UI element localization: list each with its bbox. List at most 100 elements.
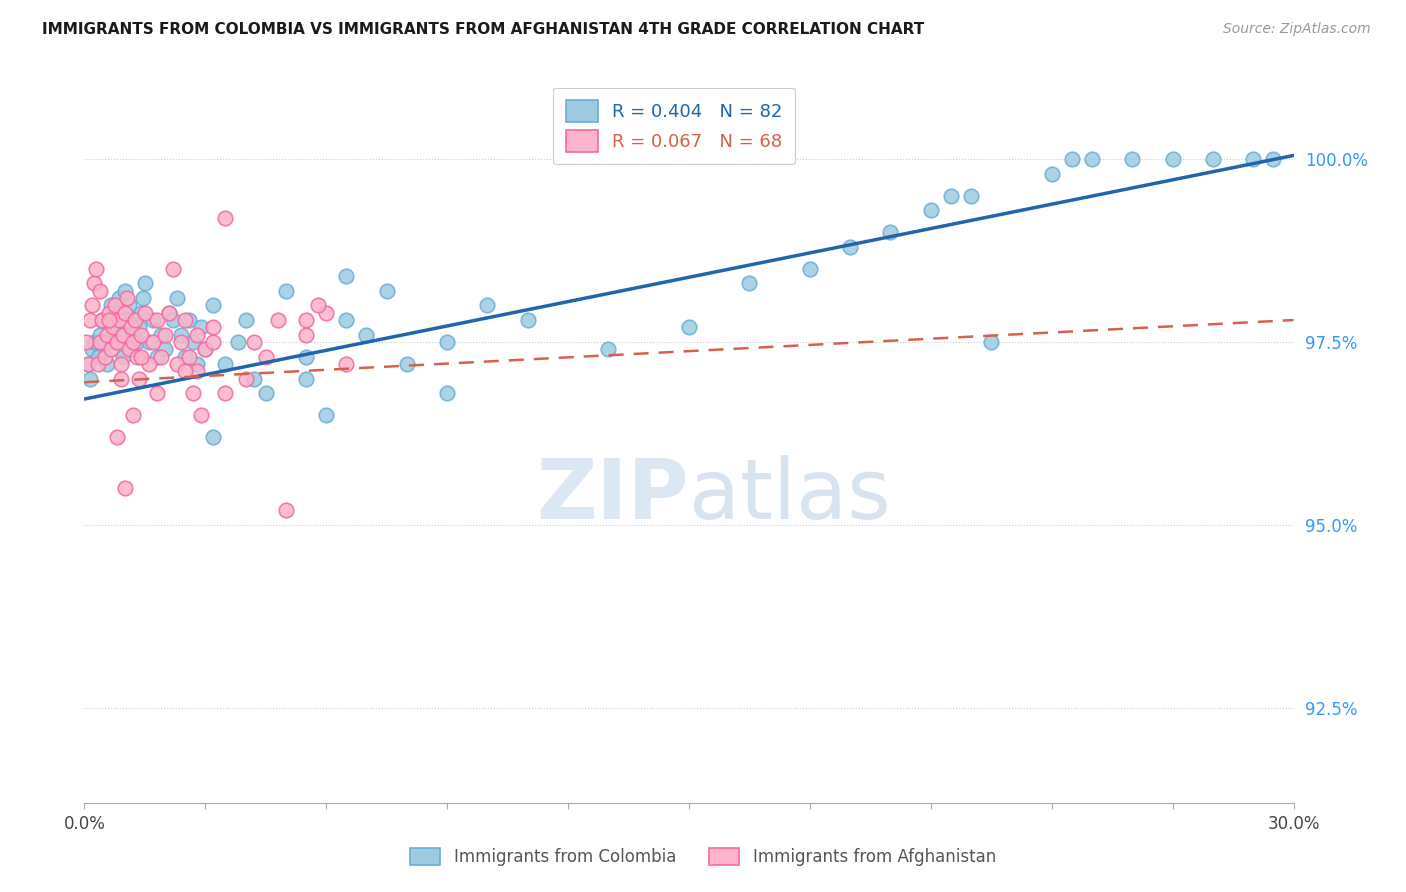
Point: [134, 277, 156, 291]
Point: [598, 343, 620, 357]
Point: [274, 284, 297, 298]
Point: [157, 306, 180, 320]
Point: [153, 327, 176, 342]
Point: [295, 371, 318, 385]
Point: [960, 188, 983, 202]
Point: [93, 350, 115, 364]
Point: [121, 327, 143, 342]
Point: [111, 350, 134, 364]
Point: [477, 298, 499, 312]
Text: atlas: atlas: [689, 455, 890, 536]
Point: [186, 327, 208, 342]
Point: [101, 320, 124, 334]
Point: [115, 313, 138, 327]
Point: [89, 334, 111, 349]
Point: [214, 386, 236, 401]
Point: [181, 334, 204, 349]
Point: [142, 313, 165, 327]
Point: [1040, 167, 1063, 181]
Point: [124, 313, 146, 327]
Point: [96, 357, 118, 371]
Point: [153, 343, 176, 357]
Point: [295, 313, 318, 327]
Legend: Immigrants from Colombia, Immigrants from Afghanistan: Immigrants from Colombia, Immigrants fro…: [402, 840, 1004, 875]
Point: [202, 298, 225, 312]
Point: [174, 364, 197, 378]
Point: [101, 334, 124, 349]
Point: [307, 298, 329, 312]
Point: [170, 327, 193, 342]
Text: IMMIGRANTS FROM COLOMBIA VS IMMIGRANTS FROM AFGHANISTAN 4TH GRADE CORRELATION CH: IMMIGRANTS FROM COLOMBIA VS IMMIGRANTS F…: [42, 22, 924, 37]
Text: Source: ZipAtlas.com: Source: ZipAtlas.com: [1223, 22, 1371, 37]
Point: [115, 291, 138, 305]
Point: [1081, 152, 1104, 166]
Point: [190, 320, 212, 334]
Point: [87, 350, 110, 364]
Point: [799, 261, 821, 276]
Point: [89, 327, 111, 342]
Point: [1161, 152, 1184, 166]
Point: [186, 364, 208, 378]
Point: [1241, 152, 1264, 166]
Point: [104, 298, 127, 312]
Point: [678, 320, 700, 334]
Point: [162, 261, 184, 276]
Point: [129, 327, 152, 342]
Point: [75, 334, 97, 349]
Point: [105, 306, 128, 320]
Point: [149, 350, 172, 364]
Point: [436, 386, 458, 401]
Point: [516, 313, 538, 327]
Point: [1263, 152, 1285, 166]
Point: [939, 188, 962, 202]
Point: [267, 313, 290, 327]
Point: [77, 357, 100, 371]
Point: [120, 343, 142, 357]
Point: [157, 306, 180, 320]
Point: [181, 386, 204, 401]
Point: [146, 313, 169, 327]
Point: [170, 334, 193, 349]
Point: [242, 334, 264, 349]
Point: [125, 334, 148, 349]
Point: [79, 371, 101, 385]
Point: [162, 313, 184, 327]
Point: [86, 334, 108, 349]
Point: [100, 298, 122, 312]
Point: [105, 430, 128, 444]
Point: [295, 327, 318, 342]
Point: [315, 306, 337, 320]
Point: [110, 327, 132, 342]
Point: [138, 357, 160, 371]
Point: [86, 261, 108, 276]
Point: [202, 430, 225, 444]
Point: [179, 350, 201, 364]
Point: [1060, 152, 1083, 166]
Point: [87, 357, 110, 371]
Point: [254, 350, 277, 364]
Point: [194, 343, 217, 357]
Point: [129, 306, 152, 320]
Point: [194, 343, 217, 357]
Point: [114, 306, 136, 320]
Point: [105, 334, 128, 349]
Point: [83, 334, 105, 349]
Point: [118, 298, 141, 312]
Point: [93, 334, 115, 349]
Point: [120, 320, 142, 334]
Point: [121, 408, 143, 422]
Point: [226, 334, 249, 349]
Point: [166, 291, 188, 305]
Point: [1121, 152, 1143, 166]
Point: [142, 334, 165, 349]
Text: ZIP: ZIP: [537, 455, 689, 536]
Point: [100, 343, 122, 357]
Point: [110, 371, 132, 385]
Point: [107, 291, 129, 305]
Point: [242, 371, 264, 385]
Point: [82, 343, 104, 357]
Point: [114, 481, 136, 495]
Point: [146, 386, 169, 401]
Point: [179, 313, 201, 327]
Point: [89, 284, 111, 298]
